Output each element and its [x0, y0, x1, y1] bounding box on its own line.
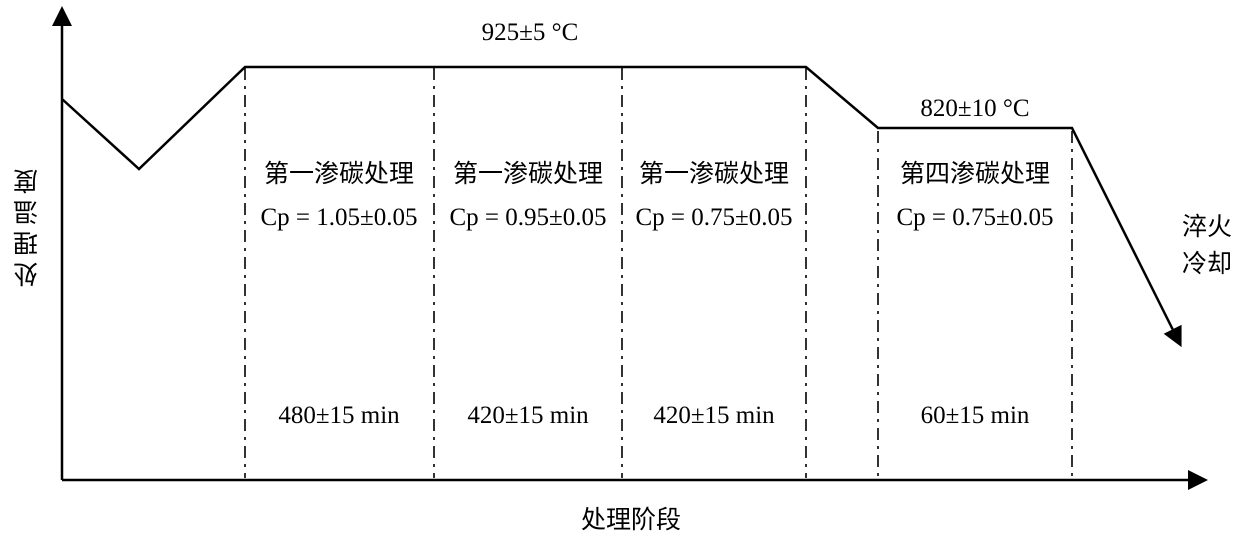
stage-duration: 480±15 min — [278, 402, 400, 429]
stage-cp: Cp = 0.75±0.05 — [636, 204, 793, 231]
y-axis-label: 处理温度 — [13, 163, 42, 287]
stage-title: 第一渗碳处理 — [639, 160, 789, 188]
stage-duration: 420±15 min — [653, 402, 775, 429]
stage-title: 第一渗碳处理 — [453, 160, 603, 188]
quench-label-2: 冷却 — [1182, 250, 1232, 278]
stage-duration: 420±15 min — [467, 402, 589, 429]
quench-label-1: 淬火 — [1182, 213, 1232, 241]
stage-cp: Cp = 0.95±0.05 — [450, 204, 607, 231]
stage-cp: Cp = 1.05±0.05 — [261, 204, 418, 231]
x-axis-label: 处理阶段 — [581, 506, 681, 534]
temperature-label: 820±10 °C — [920, 95, 1029, 122]
stage-title: 第四渗碳处理 — [900, 160, 1050, 188]
process-diagram: 处理阶段 处理温度 925±5 °C 820±10 °C 第一渗碳处理 Cp = 1.05… — [0, 0, 1240, 559]
temperature-label: 925±5 °C — [482, 19, 579, 46]
stage-duration: 60±15 min — [921, 402, 1030, 429]
stage-cp: Cp = 0.75±0.05 — [897, 204, 1054, 231]
stage-title: 第一渗碳处理 — [264, 160, 414, 188]
